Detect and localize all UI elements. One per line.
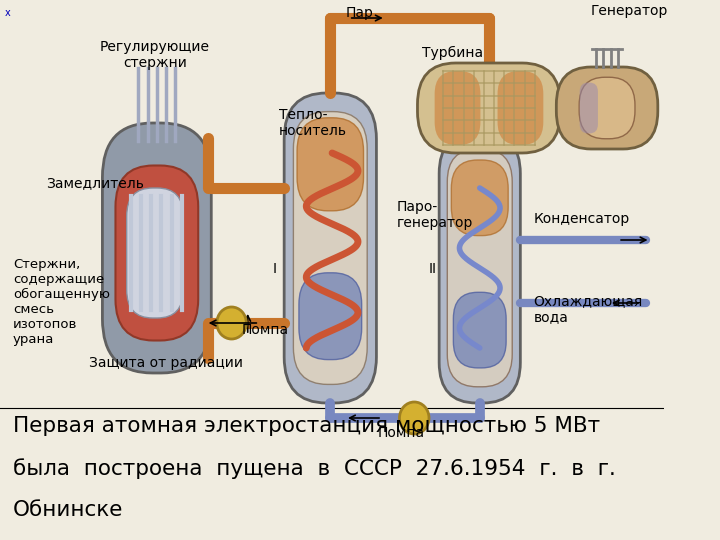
Text: Конденсатор: Конденсатор	[534, 212, 629, 226]
FancyBboxPatch shape	[451, 160, 508, 235]
FancyBboxPatch shape	[102, 123, 211, 373]
FancyBboxPatch shape	[418, 63, 560, 153]
Text: Паро-
генератор: Паро- генератор	[397, 200, 473, 230]
FancyBboxPatch shape	[293, 112, 367, 384]
FancyBboxPatch shape	[439, 133, 521, 403]
Text: Обнинске: Обнинске	[13, 500, 123, 520]
FancyBboxPatch shape	[579, 77, 635, 139]
Text: Замедлитель: Замедлитель	[46, 176, 144, 190]
Text: Генератор: Генератор	[590, 4, 668, 18]
Text: Турбина: Турбина	[421, 46, 482, 60]
Text: Регулирующие
стержни: Регулирующие стержни	[100, 40, 210, 70]
Circle shape	[217, 307, 246, 339]
FancyBboxPatch shape	[454, 292, 506, 368]
FancyBboxPatch shape	[557, 67, 658, 149]
FancyBboxPatch shape	[498, 71, 544, 145]
Text: х: х	[4, 8, 10, 18]
FancyBboxPatch shape	[435, 71, 480, 145]
Text: Первая атомная электростанция мощностью 5 МВт: Первая атомная электростанция мощностью …	[13, 416, 600, 436]
FancyBboxPatch shape	[297, 118, 364, 211]
FancyBboxPatch shape	[299, 273, 361, 360]
Text: Стержни,
содержащие
обогащенную
смесь
изотопов
урана: Стержни, содержащие обогащенную смесь из…	[13, 258, 110, 346]
Text: была  построена  пущена  в  СССР  27.6.1954  г.  в  г.: была построена пущена в СССР 27.6.1954 г…	[13, 458, 616, 479]
FancyBboxPatch shape	[580, 83, 598, 133]
Text: Помпа: Помпа	[378, 426, 425, 440]
Circle shape	[400, 402, 429, 434]
Text: II: II	[429, 262, 437, 276]
Text: Пар: Пар	[346, 6, 374, 20]
Text: Тепло-
носитель: Тепло- носитель	[279, 108, 346, 138]
FancyBboxPatch shape	[447, 149, 512, 387]
Text: Помпа: Помпа	[242, 323, 289, 337]
Text: I: I	[272, 262, 276, 276]
Text: Защита от радиации: Защита от радиации	[89, 356, 243, 370]
FancyBboxPatch shape	[127, 188, 184, 318]
Text: Охлаждающая
вода: Охлаждающая вода	[534, 294, 642, 324]
FancyBboxPatch shape	[115, 165, 198, 341]
FancyBboxPatch shape	[284, 93, 377, 403]
